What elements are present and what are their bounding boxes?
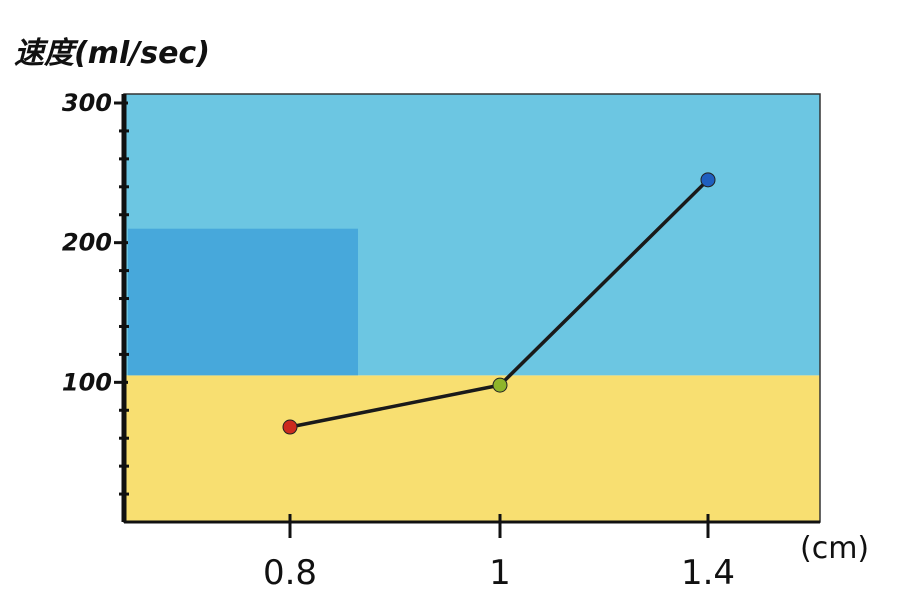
y-tick-label: 200: [62, 229, 112, 257]
background-band-shade: [128, 228, 358, 376]
x-tick-label: 1.4: [681, 553, 735, 593]
x-axis-unit: (cm): [800, 531, 869, 566]
background-band-0: [124, 375, 820, 522]
y-minor-ticks: [119, 129, 129, 496]
data-point: [282, 419, 298, 435]
y-tick-label: 100: [62, 368, 112, 396]
x-tick-label: 1: [489, 553, 511, 593]
y-tick-label: 300: [62, 89, 112, 117]
background-bands: [124, 94, 820, 522]
y-tick-group: 100 200 300: [62, 89, 128, 396]
x-tick-group: 0.8 1 1.4: [263, 514, 735, 593]
data-point: [700, 172, 716, 188]
data-point: [492, 377, 508, 393]
x-tick-label: 0.8: [263, 553, 317, 593]
y-axis-label: 速度(ml/sec): [14, 36, 210, 71]
series-group: [282, 172, 716, 435]
